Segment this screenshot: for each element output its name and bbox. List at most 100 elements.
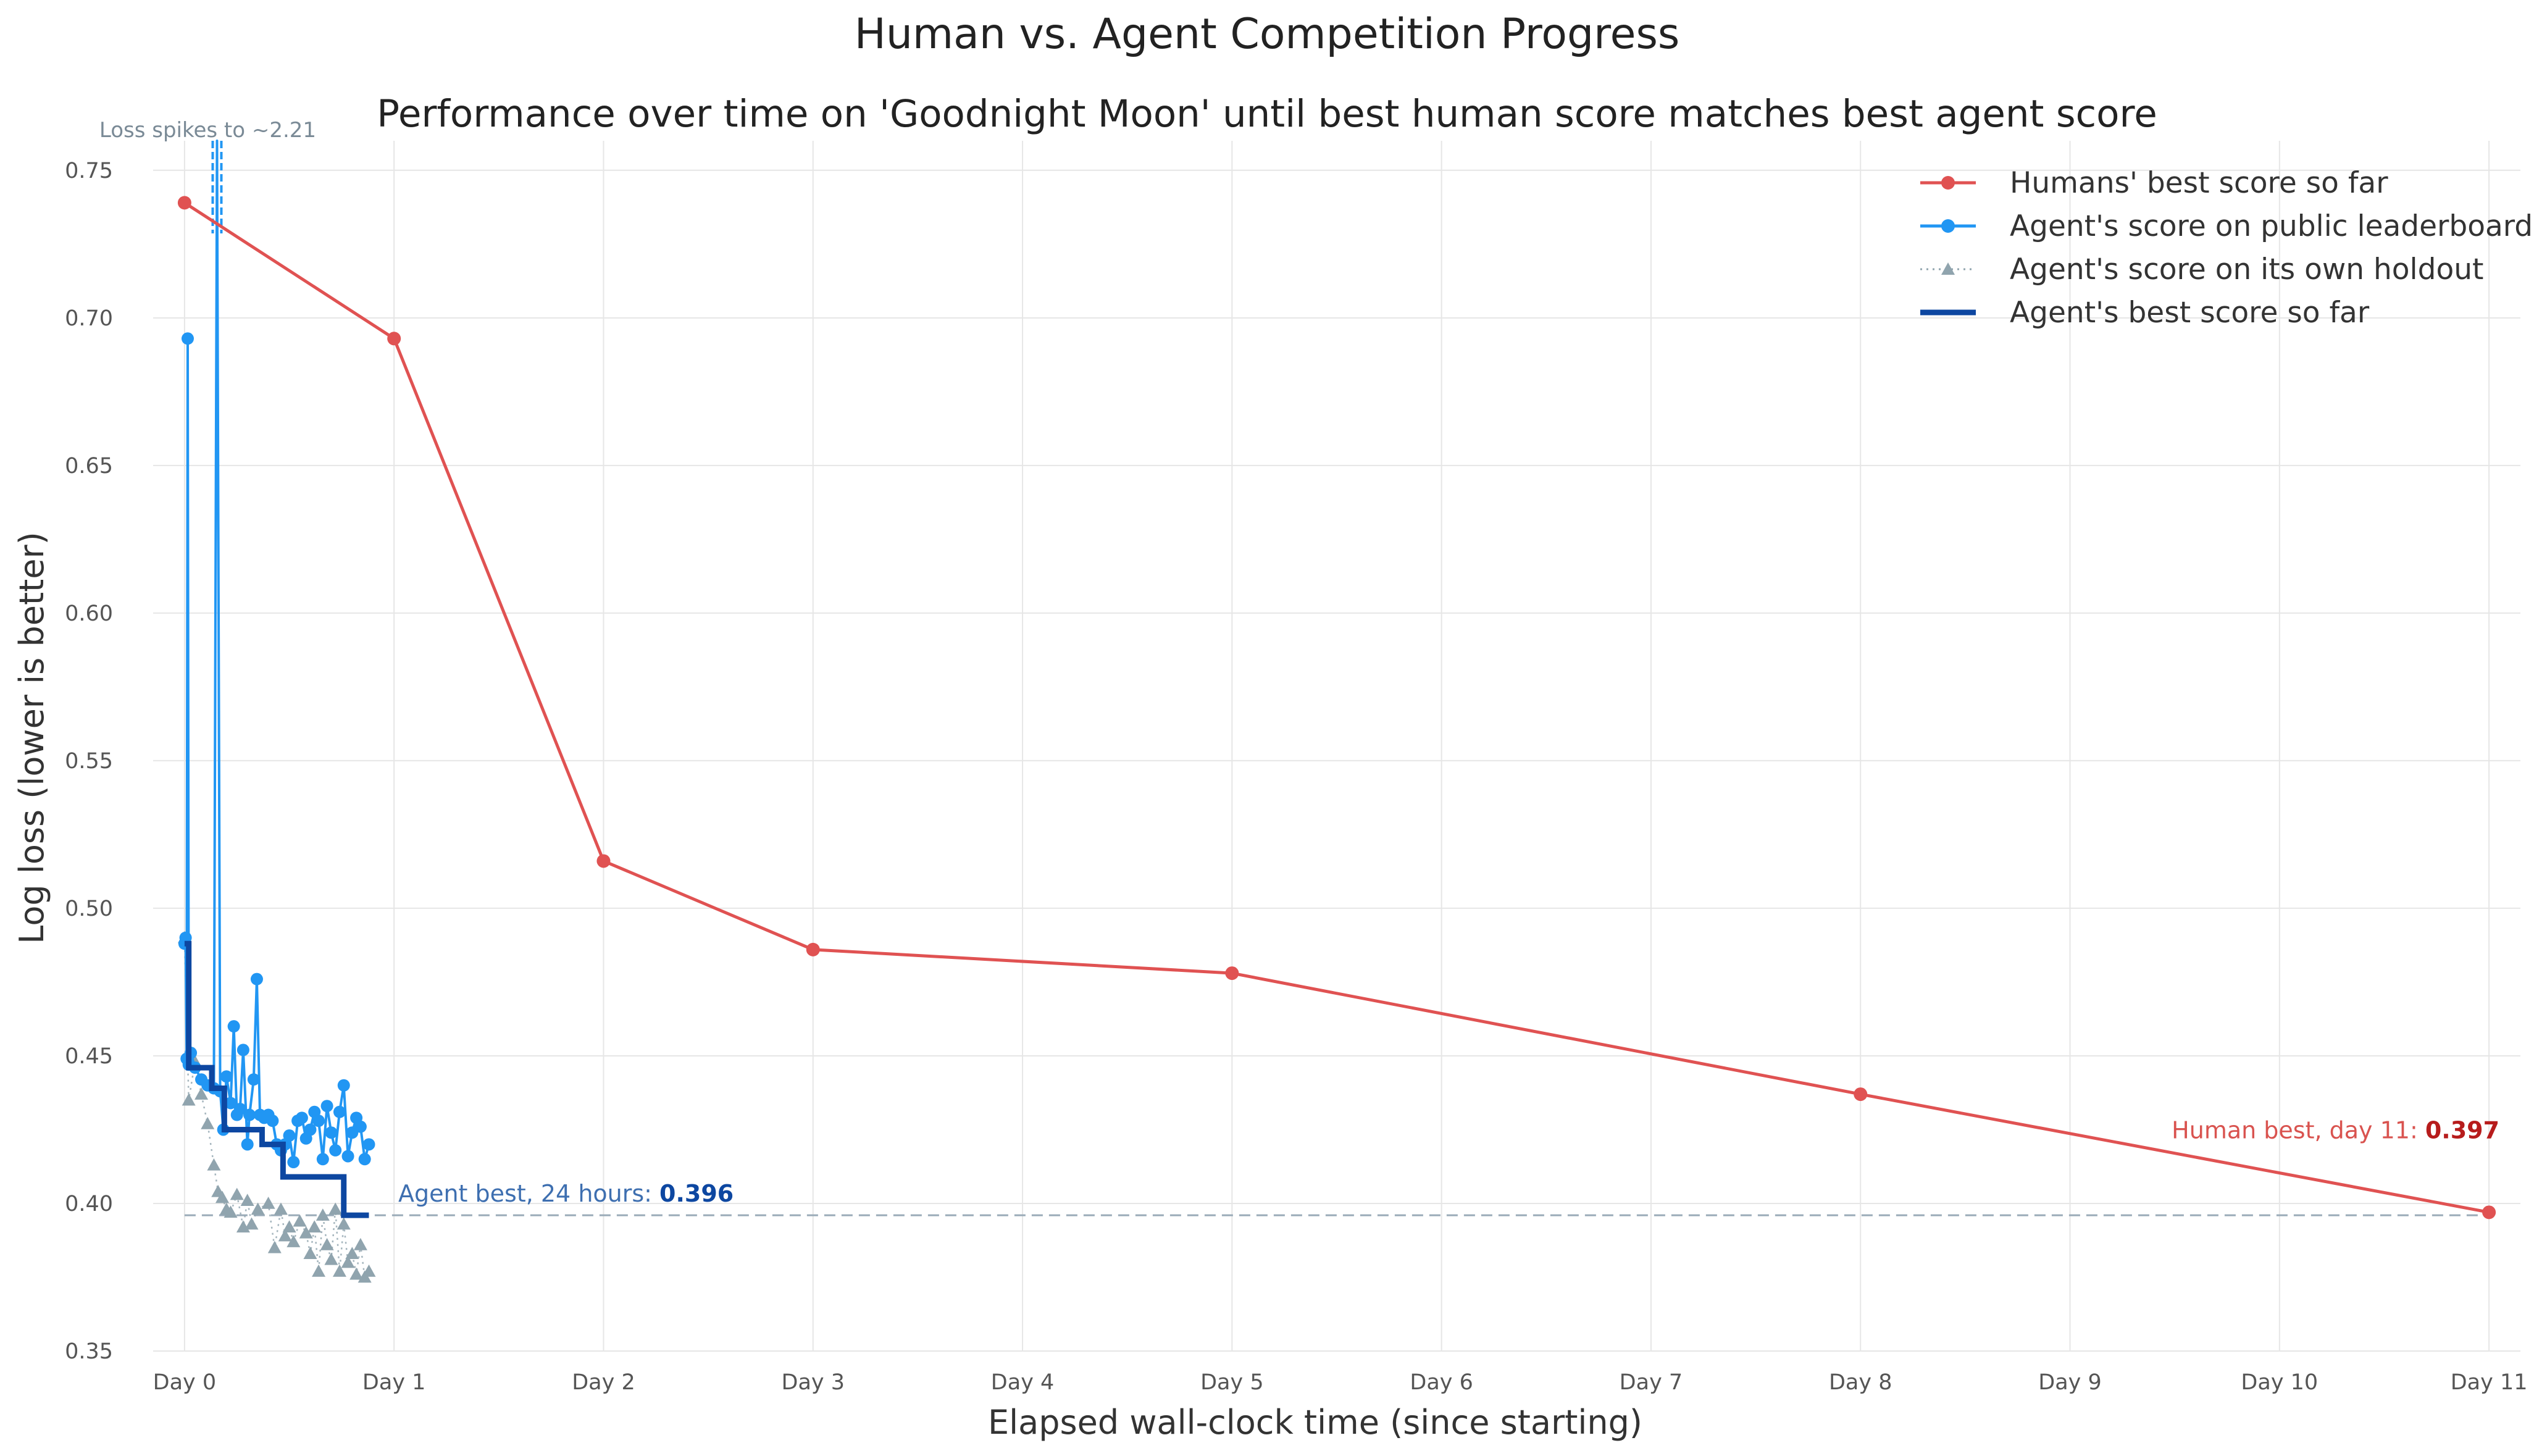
holdout-point — [194, 1087, 209, 1100]
agent-best-label: Agent best, 24 hours: — [398, 1180, 659, 1207]
y-tick-label: 0.75 — [65, 159, 113, 183]
legend-label: Humans' best score so far — [2010, 166, 2388, 200]
humans-point — [1225, 966, 1239, 981]
x-axis-label: Elapsed wall-clock time (since starting) — [988, 1403, 1642, 1442]
public-leaderboard-point — [362, 1138, 375, 1151]
legend-marker — [1941, 219, 1955, 233]
x-tick-label: Day 11 — [2451, 1370, 2528, 1395]
public-leaderboard-point — [312, 1115, 325, 1128]
x-tick-label: Day 4 — [991, 1370, 1055, 1395]
human-best-value: 0.397 — [2425, 1116, 2499, 1144]
public-leaderboard-point — [247, 1073, 260, 1086]
agent-best-annotation: Agent best, 24 hours: 0.396 — [398, 1180, 734, 1207]
public-leaderboard-point — [243, 1108, 256, 1121]
public-leaderboard-point — [333, 1105, 346, 1118]
legend-label: Agent's score on public leaderboard — [2010, 209, 2533, 243]
series-public-leaderboard — [178, 140, 375, 1169]
y-tick-label: 0.35 — [65, 1339, 113, 1364]
holdout-point — [286, 1235, 301, 1247]
y-axis-label: Log loss (lower is better) — [12, 532, 51, 944]
public-leaderboard-point — [233, 1103, 246, 1115]
y-tick-label: 0.70 — [65, 306, 113, 331]
holdout-point — [261, 1196, 275, 1209]
public-leaderboard-point — [283, 1129, 296, 1142]
public-leaderboard-point — [316, 1153, 329, 1166]
x-tick-label: Day 0 — [153, 1370, 217, 1395]
public-leaderboard-point — [241, 1138, 254, 1151]
public-leaderboard-point — [250, 973, 263, 985]
x-tick-label: Day 6 — [1410, 1370, 1473, 1395]
agent-best-step-line — [184, 940, 369, 1218]
agent-best-value: 0.396 — [659, 1180, 734, 1207]
annotations: Loss spikes to ~2.21 Agent best, 24 hour… — [99, 118, 2499, 1207]
holdout-point — [245, 1217, 259, 1230]
public-leaderboard-point — [287, 1156, 300, 1169]
holdout-point — [337, 1217, 351, 1230]
series-humans — [177, 196, 2496, 1220]
holdout-point — [251, 1202, 265, 1215]
y-tick-label: 0.40 — [65, 1192, 113, 1216]
legend-item: Humans' best score so far — [1920, 166, 2388, 200]
humans-point — [2482, 1205, 2496, 1220]
holdout-point — [293, 1214, 307, 1227]
public-leaderboard-point — [337, 1079, 350, 1092]
holdout-point — [362, 1264, 376, 1277]
holdout-point — [224, 1205, 238, 1218]
legend-item: Agent's score on public leaderboard — [1920, 209, 2533, 243]
holdout-point — [240, 1194, 254, 1206]
y-tick-labels: 0.35 0.40 0.45 0.50 0.55 0.60 0.65 0.70 0.75 — [65, 159, 113, 1364]
humans-point — [1854, 1087, 1868, 1102]
public-leaderboard-point — [358, 1153, 371, 1166]
x-tick-label: Day 1 — [362, 1370, 426, 1395]
spike-annotation: Loss spikes to ~2.21 — [99, 118, 316, 143]
x-tick-label: Day 10 — [2241, 1370, 2318, 1395]
public-leaderboard-point — [295, 1111, 308, 1124]
legend-label: Agent's score on its own holdout — [2010, 253, 2483, 287]
holdout-point — [299, 1226, 313, 1239]
holdout-point — [320, 1237, 334, 1250]
holdout-point — [341, 1255, 355, 1268]
holdout-point — [303, 1247, 317, 1260]
public-leaderboard-point — [341, 1150, 354, 1163]
holdout-point — [307, 1220, 322, 1233]
holdout-point — [316, 1208, 330, 1221]
x-tick-label: Day 5 — [1200, 1370, 1264, 1395]
x-tick-label: Day 2 — [572, 1370, 635, 1395]
public-leaderboard-point — [325, 1126, 338, 1139]
public-leaderboard-point — [304, 1123, 317, 1136]
x-tick-label: Day 9 — [2038, 1370, 2102, 1395]
public-leaderboard-line — [183, 140, 370, 1164]
humans-point — [177, 196, 191, 210]
holdout-point — [274, 1202, 288, 1215]
x-tick-label: Day 3 — [782, 1370, 845, 1395]
legend-item: Agent's best score so far — [1920, 296, 2370, 330]
public-leaderboard-point — [329, 1144, 342, 1157]
x-tick-label: Day 8 — [1829, 1370, 1892, 1395]
humans-point — [806, 942, 820, 956]
holdout-point — [332, 1264, 346, 1277]
holdout-point — [282, 1220, 296, 1233]
humans-point — [596, 854, 611, 868]
humans-line — [183, 201, 2490, 1214]
holdout-point — [182, 1093, 196, 1106]
public-leaderboard-point — [354, 1120, 367, 1133]
series-layer — [177, 140, 2496, 1283]
human-best-annotation: Human best, day 11: 0.397 — [2172, 1116, 2499, 1144]
public-leaderboard-point — [236, 1044, 249, 1056]
legend-item: Agent's score on its own holdout — [1920, 253, 2483, 287]
legend-marker — [1941, 176, 1955, 190]
holdout-point — [349, 1267, 364, 1280]
holdout-point — [230, 1187, 244, 1200]
human-best-label: Human best, day 11: — [2172, 1116, 2425, 1144]
y-tick-label: 0.50 — [65, 897, 113, 921]
holdout-point — [267, 1241, 282, 1253]
holdout-point — [324, 1252, 338, 1265]
humans-point — [387, 332, 401, 346]
y-tick-label: 0.65 — [65, 454, 113, 479]
public-leaderboard-point — [224, 1097, 237, 1110]
public-leaderboard-point — [220, 1070, 233, 1083]
y-tick-label: 0.45 — [65, 1044, 113, 1069]
public-leaderboard-point — [179, 931, 192, 944]
holdout-point — [328, 1202, 343, 1215]
